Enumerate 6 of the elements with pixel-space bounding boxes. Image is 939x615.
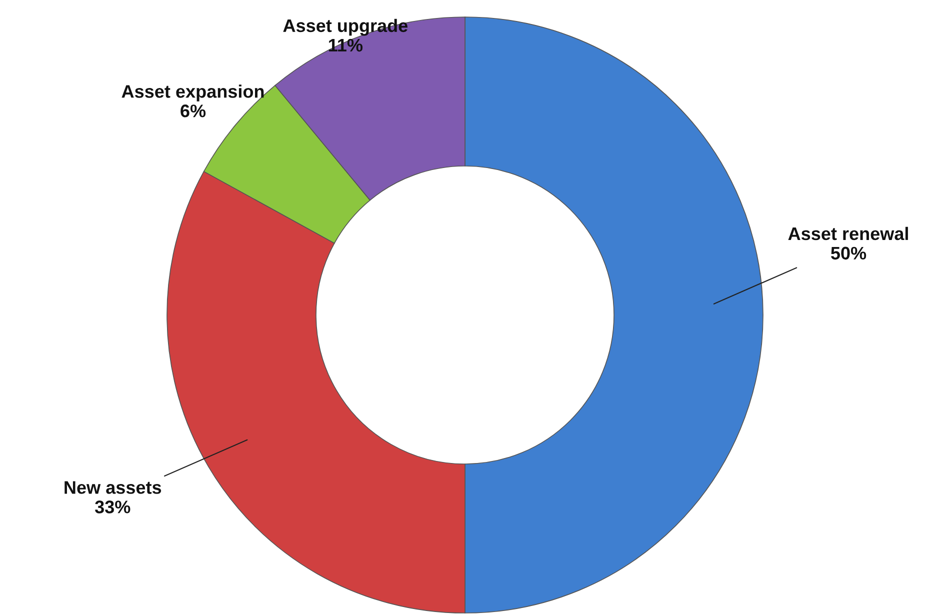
data-label: 6% — [180, 104, 206, 118]
data-label: 50% — [830, 246, 866, 260]
slice-label: New assets — [64, 481, 162, 494]
data-label: 33% — [94, 500, 130, 514]
slice-label: Asset expansion — [122, 84, 264, 102]
slice-label: Asset renewal — [788, 226, 908, 240]
